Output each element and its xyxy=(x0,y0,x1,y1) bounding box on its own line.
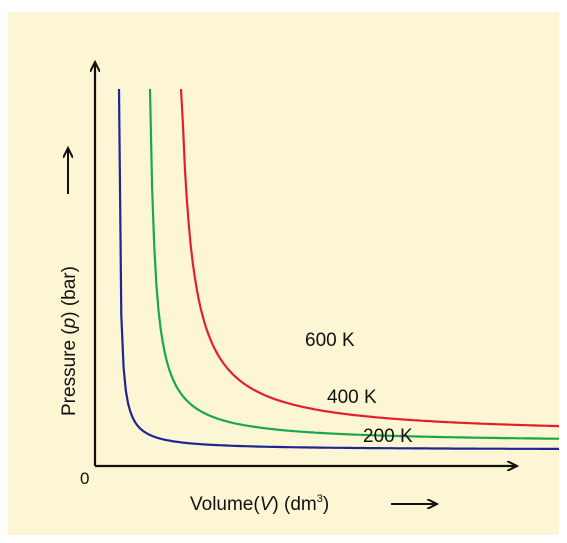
origin-label: 0 xyxy=(80,469,89,488)
isotherm-label-600k: 600 K xyxy=(305,330,355,351)
x-axis-label-superscript: 3 xyxy=(317,493,323,505)
isotherm-curve-600k xyxy=(179,88,559,428)
x-axis-label-unit: ) (dm xyxy=(272,494,316,515)
y-axis-label-unit: ) (bar) xyxy=(59,266,80,318)
chart-panel: 200 K 400 K 600 K 0 Volume(V) (dm3) Pressu… xyxy=(8,12,559,535)
isotherm-curve-400k xyxy=(148,88,559,440)
y-axis-label: Pressure (p) (bar) xyxy=(59,266,80,416)
isotherm-label-400k: 400 K xyxy=(327,387,377,408)
x-axis-label-text: Volume( xyxy=(190,494,260,515)
y-axis-label-variable: p xyxy=(59,318,80,330)
x-axis-label: Volume(V) (dm3) xyxy=(190,493,329,515)
isotherm-labels: 200 K 400 K 600 K xyxy=(305,330,413,447)
isotherm-curves xyxy=(117,88,559,450)
x-axis-label-close: ) xyxy=(323,494,329,515)
x-axis-label-variable: V xyxy=(260,494,275,515)
isotherm-label-200k: 200 K xyxy=(363,426,413,447)
plot-background xyxy=(8,12,559,535)
boyle-isotherm-chart: 200 K 400 K 600 K 0 Volume(V) (dm3) Pressu… xyxy=(8,12,559,535)
y-axis-label-text: Pressure ( xyxy=(59,328,80,416)
isotherm-curve-200k xyxy=(117,88,559,450)
